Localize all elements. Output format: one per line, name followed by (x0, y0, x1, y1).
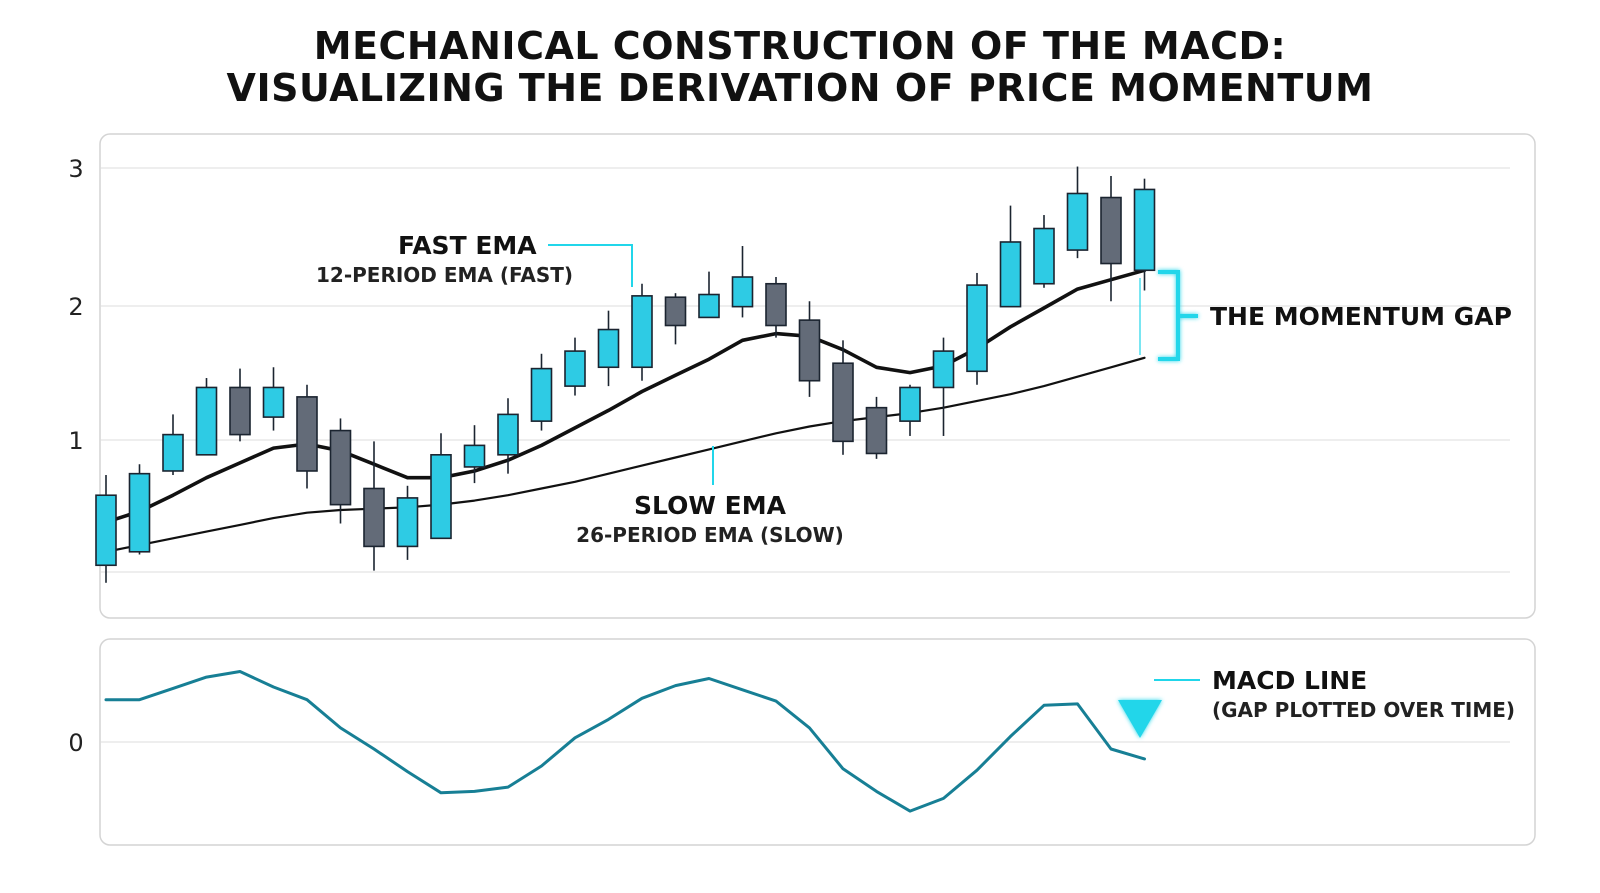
chart-title-line-2: VISUALIZING THE DERIVATION OF PRICE MOME… (226, 66, 1374, 110)
candle (463, 425, 486, 484)
candle (162, 414, 184, 476)
bullish-candle-body (262, 386, 285, 418)
bullish-candle-body (95, 494, 117, 567)
bullish-candle-body (530, 367, 553, 422)
bearish-candle-body (865, 406, 888, 455)
momentum-gap-label: THE MOMENTUM GAP (1210, 302, 1512, 331)
bullish-candle-body (162, 433, 184, 472)
candle (1133, 178, 1156, 291)
bearish-candle-body (664, 296, 687, 327)
macd-series (104, 670, 1146, 813)
candle (128, 464, 151, 555)
candle (1066, 166, 1089, 259)
macd-ytick-label-0: 0 (68, 729, 83, 757)
candle (966, 272, 988, 385)
bullish-candle-body (899, 386, 921, 422)
bullish-candle-body (1033, 227, 1055, 285)
bearish-candle-body (363, 487, 385, 548)
candle (229, 368, 251, 442)
bearish-candle-body (1100, 196, 1122, 265)
ytick-label-2: 2 (68, 293, 83, 321)
candle (363, 441, 385, 571)
candle (497, 398, 519, 474)
bearish-candle-body (765, 282, 787, 327)
fast-ema-sublabel: 12-PERIOD EMA (FAST) (316, 263, 573, 287)
ytick-label-1: 1 (68, 427, 83, 455)
bearish-candle-body (296, 396, 318, 472)
bearish-candle-body (832, 362, 854, 443)
candle (664, 293, 687, 345)
bearish-candle-body (329, 429, 352, 506)
candle (329, 418, 352, 524)
macd-line-path (104, 670, 1146, 813)
bullish-candle-body (564, 350, 586, 387)
bullish-candle-body (631, 295, 653, 369)
bullish-candle-body (430, 454, 452, 540)
ytick-label-3: 3 (68, 155, 83, 183)
candle (262, 367, 285, 431)
bullish-candle-body (1066, 192, 1089, 251)
chart-title-line-1: MECHANICAL CONSTRUCTION OF THE MACD: (313, 24, 1287, 68)
candle (698, 271, 720, 319)
candle (932, 337, 955, 436)
slow-ema-label: SLOW EMA (634, 491, 787, 520)
candle (865, 396, 888, 459)
slow-ema-sublabel: 26-PERIOD EMA (SLOW) (576, 523, 844, 547)
candle (396, 485, 419, 560)
bullish-candle-body (966, 284, 988, 373)
candle (765, 277, 787, 338)
candle (1033, 215, 1055, 288)
candle (631, 283, 653, 381)
candle (530, 353, 553, 431)
candle (195, 378, 218, 456)
bullish-candle-body (396, 497, 419, 548)
bullish-candle-body (597, 328, 620, 369)
gap-to-macd-arrowhead (1118, 700, 1162, 738)
candle (798, 301, 821, 397)
candlesticks (95, 166, 1156, 583)
bullish-candle-body (698, 293, 720, 319)
slow-ema-path (104, 356, 1146, 553)
momentum-gap-bracket (1158, 270, 1198, 361)
bullish-candle-body (1133, 188, 1156, 272)
bearish-candle-body (798, 319, 821, 382)
candle (1100, 175, 1122, 302)
bullish-candle-body (731, 276, 754, 308)
bullish-candle-body (497, 413, 519, 456)
bullish-candle-body (463, 444, 486, 468)
bullish-candle-body (128, 472, 151, 553)
fast-ema-leader-line (548, 244, 633, 287)
candle (832, 340, 854, 455)
candle (296, 384, 318, 489)
bullish-candle-body (932, 350, 955, 389)
candle (899, 384, 921, 436)
candle (564, 337, 586, 396)
macd-line-sublabel: (GAP PLOTTED OVER TIME) (1212, 698, 1515, 722)
candle (430, 433, 452, 540)
fast-ema-label: FAST EMA (398, 231, 537, 260)
candle (95, 475, 117, 583)
candle (597, 310, 620, 387)
candle (731, 246, 754, 318)
slow-ema-line (104, 356, 1146, 553)
bullish-candle-body (999, 241, 1022, 308)
macd-line-label: MACD LINE (1212, 666, 1367, 695)
bullish-candle-body (195, 386, 218, 456)
candle (999, 205, 1022, 308)
bearish-candle-body (229, 386, 251, 436)
